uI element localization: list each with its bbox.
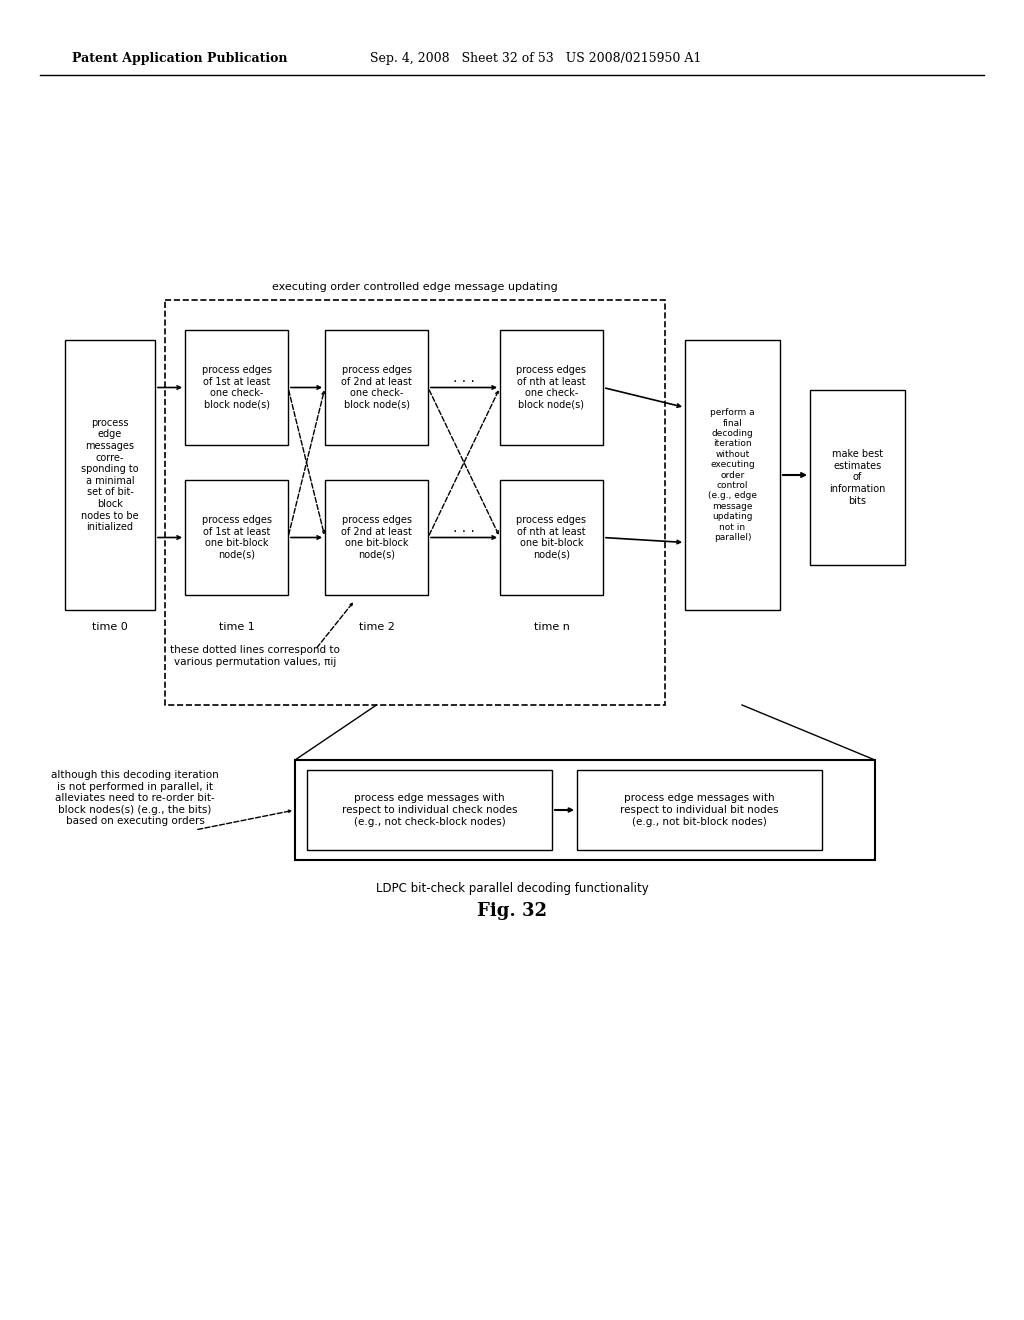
Bar — [685, 341, 780, 610]
Bar — [810, 389, 905, 565]
Text: time 0: time 0 — [92, 622, 128, 632]
Text: process edges
of nth at least
one bit-block
node(s): process edges of nth at least one bit-bl… — [516, 515, 587, 560]
Text: Sep. 4, 2008   Sheet 32 of 53   US 2008/0215950 A1: Sep. 4, 2008 Sheet 32 of 53 US 2008/0215… — [370, 51, 701, 65]
Text: process edges
of 2nd at least
one bit-block
node(s): process edges of 2nd at least one bit-bl… — [341, 515, 412, 560]
Bar — [325, 480, 428, 595]
Bar — [500, 480, 603, 595]
Bar — [325, 330, 428, 445]
Bar — [185, 480, 288, 595]
Text: process edges
of 1st at least
one check-
block node(s): process edges of 1st at least one check-… — [202, 366, 271, 411]
Text: these dotted lines correspond to
various permutation values, πij: these dotted lines correspond to various… — [170, 645, 340, 667]
Text: time 1: time 1 — [219, 622, 254, 632]
Text: process
edge
messages
corre-
sponding to
a minimal
set of bit-
block
nodes to be: process edge messages corre- sponding to… — [81, 418, 139, 532]
Text: process edge messages with
respect to individual check nodes
(e.g., not check-bl: process edge messages with respect to in… — [342, 793, 517, 826]
Bar — [65, 341, 155, 610]
Text: process edges
of 2nd at least
one check-
block node(s): process edges of 2nd at least one check-… — [341, 366, 412, 411]
Bar — [185, 330, 288, 445]
Text: LDPC bit-check parallel decoding functionality: LDPC bit-check parallel decoding functio… — [376, 882, 648, 895]
Text: process edges
of nth at least
one check-
block node(s): process edges of nth at least one check-… — [516, 366, 587, 411]
Text: process edges
of 1st at least
one bit-block
node(s): process edges of 1st at least one bit-bl… — [202, 515, 271, 560]
Text: make best
estimates
of
information
bits: make best estimates of information bits — [829, 449, 886, 506]
Text: time 2: time 2 — [358, 622, 394, 632]
Text: time n: time n — [534, 622, 569, 632]
Text: process edge messages with
respect to individual bit nodes
(e.g., not bit-block : process edge messages with respect to in… — [621, 793, 779, 826]
Bar — [295, 760, 874, 861]
Text: Patent Application Publication: Patent Application Publication — [72, 51, 288, 65]
Text: executing order controlled edge message updating: executing order controlled edge message … — [272, 282, 558, 292]
Text: Fig. 32: Fig. 32 — [477, 902, 547, 920]
Text: · · ·: · · · — [453, 375, 475, 389]
Bar — [165, 300, 665, 705]
Bar — [500, 330, 603, 445]
Bar — [307, 770, 552, 850]
Text: · · ·: · · · — [453, 525, 475, 540]
Bar — [577, 770, 822, 850]
Text: perform a
final
decoding
iteration
without
executing
order
control
(e.g., edge
m: perform a final decoding iteration witho… — [708, 408, 757, 543]
Text: although this decoding iteration
is not performed in parallel, it
alleviates nee: although this decoding iteration is not … — [51, 770, 219, 826]
